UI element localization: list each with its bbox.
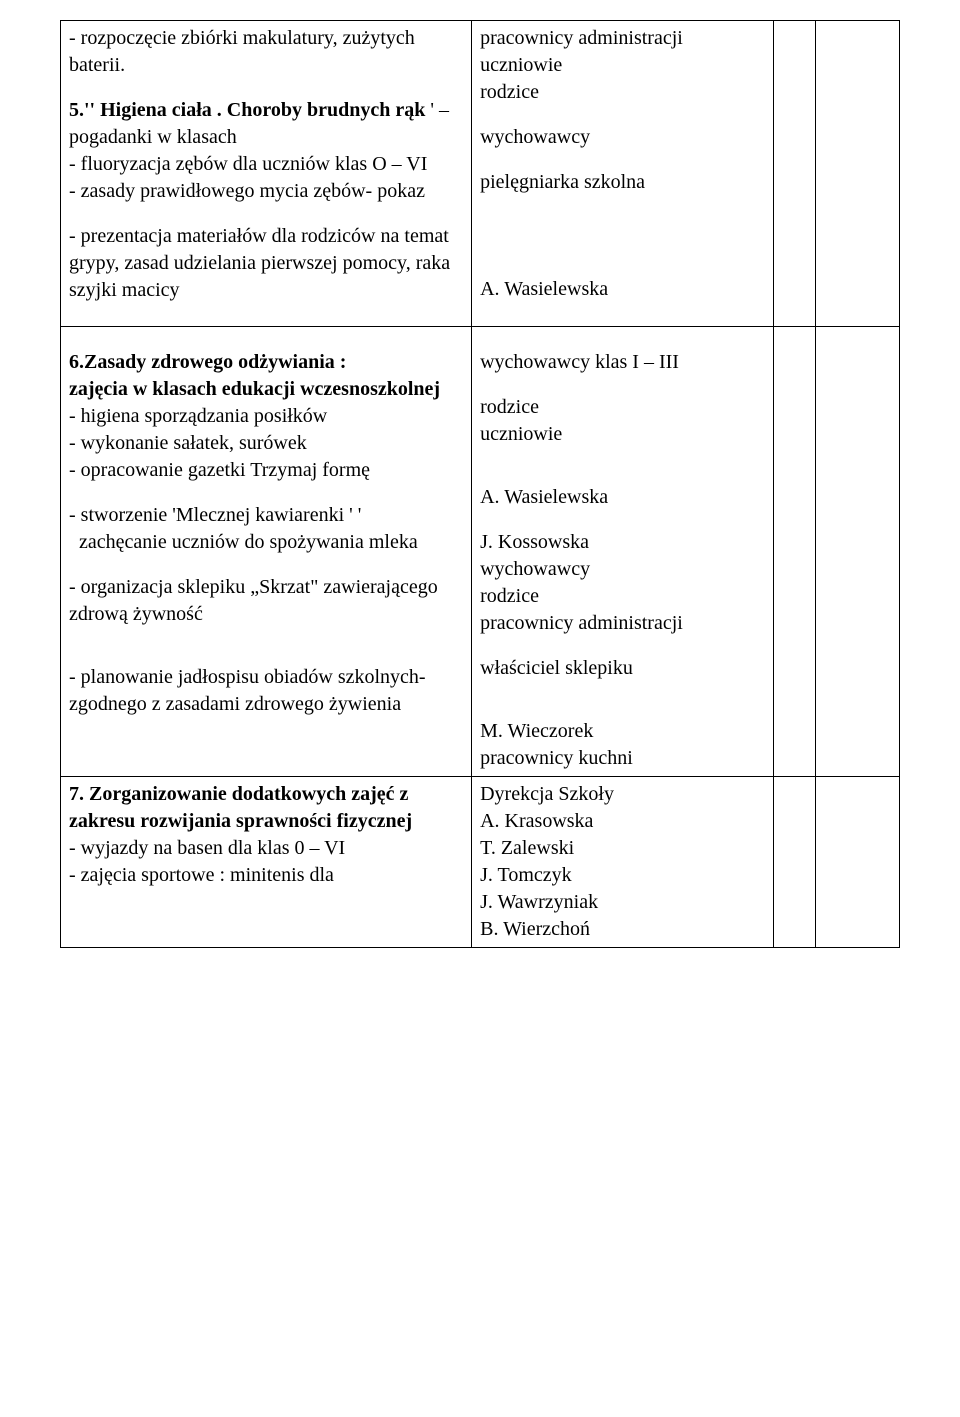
line: J. Tomczyk bbox=[480, 862, 765, 889]
line: wychowawcy bbox=[480, 124, 765, 151]
spacer bbox=[480, 700, 765, 718]
line: - zajęcia sportowe : minitenis dla bbox=[69, 862, 463, 889]
cell-blank bbox=[774, 327, 816, 777]
line: - opracowanie gazetki Trzymaj formę bbox=[69, 457, 463, 484]
table-row: - rozpoczęcie zbiórki makulatury, zużyty… bbox=[61, 21, 900, 327]
line: M. Wieczorek bbox=[480, 718, 765, 745]
line: B. Wierzchoń bbox=[480, 916, 765, 943]
line: wychowawcy klas I – III bbox=[480, 349, 765, 376]
cell-right-3: Dyrekcja Szkoły A. Krasowska T. Zalewski… bbox=[472, 777, 774, 948]
line: A. Wasielewska bbox=[480, 484, 765, 511]
cell-blank bbox=[816, 21, 900, 327]
spacer bbox=[480, 448, 765, 466]
line: - planowanie jadłospisu obiadów szkolnyc… bbox=[69, 664, 463, 718]
spacer bbox=[480, 196, 765, 236]
line: rodzice bbox=[480, 79, 765, 106]
spacer bbox=[480, 466, 765, 484]
line: rodzice bbox=[480, 394, 765, 421]
spacer bbox=[480, 637, 765, 655]
line: zajęcia w klasach edukacji wczesnoszkoln… bbox=[69, 376, 463, 403]
table-row: 7. Zorganizowanie dodatkowych zajęć z za… bbox=[61, 777, 900, 948]
line: T. Zalewski bbox=[480, 835, 765, 862]
line: Dyrekcja Szkoły bbox=[480, 781, 765, 808]
line: - organizacja sklepiku „Skrzat" zawieraj… bbox=[69, 574, 463, 628]
line: - zasady prawidłowego mycia zębów- pokaz bbox=[69, 178, 463, 205]
spacer bbox=[480, 106, 765, 124]
line: J. Wawrzyniak bbox=[480, 889, 765, 916]
cell-blank bbox=[774, 777, 816, 948]
spacer bbox=[480, 236, 765, 276]
spacer bbox=[480, 331, 765, 349]
spacer bbox=[480, 511, 765, 529]
line: A. Krasowska bbox=[480, 808, 765, 835]
line: - higiena sporządzania posiłków bbox=[69, 403, 463, 430]
line: pracownicy administracji bbox=[480, 25, 765, 52]
spacer bbox=[69, 79, 463, 97]
line: 5.'' Higiena ciała . Choroby brudnych rą… bbox=[69, 97, 463, 151]
line: 6.Zasady zdrowego odżywiania : bbox=[69, 349, 463, 376]
spacer bbox=[69, 484, 463, 502]
line: - wykonanie sałatek, surówek bbox=[69, 430, 463, 457]
cell-right-2: wychowawcy klas I – III rodzice uczniowi… bbox=[472, 327, 774, 777]
line: - fluoryzacja zębów dla uczniów klas O –… bbox=[69, 151, 463, 178]
spacer bbox=[69, 628, 463, 646]
spacer bbox=[480, 682, 765, 700]
spacer bbox=[480, 151, 765, 169]
cell-right-1: pracownicy administracji uczniowie rodzi… bbox=[472, 21, 774, 327]
table-row: 6.Zasady zdrowego odżywiania : zajęcia w… bbox=[61, 327, 900, 777]
spacer bbox=[69, 556, 463, 574]
cell-blank bbox=[816, 327, 900, 777]
cell-left-2: 6.Zasady zdrowego odżywiania : zajęcia w… bbox=[61, 327, 472, 777]
line: pracownicy administracji bbox=[480, 610, 765, 637]
spacer bbox=[69, 646, 463, 664]
line: właściciel sklepiku bbox=[480, 655, 765, 682]
line: - wyjazdy na basen dla klas 0 – VI bbox=[69, 835, 463, 862]
line: uczniowie bbox=[480, 421, 765, 448]
line: rodzice bbox=[480, 583, 765, 610]
line: - rozpoczęcie zbiórki makulatury, zużyty… bbox=[69, 25, 463, 79]
spacer bbox=[69, 205, 463, 223]
spacer bbox=[69, 331, 463, 349]
line: uczniowie bbox=[480, 52, 765, 79]
cell-left-3: 7. Zorganizowanie dodatkowych zajęć z za… bbox=[61, 777, 472, 948]
line: zachęcanie uczniów do spożywania mleka bbox=[69, 529, 463, 556]
document-table: - rozpoczęcie zbiórki makulatury, zużyty… bbox=[60, 20, 900, 948]
line: wychowawcy bbox=[480, 556, 765, 583]
spacer bbox=[69, 304, 463, 322]
cell-blank bbox=[816, 777, 900, 948]
line: pielęgniarka szkolna bbox=[480, 169, 765, 196]
line: pracownicy kuchni bbox=[480, 745, 765, 772]
line: J. Kossowska bbox=[480, 529, 765, 556]
cell-left-1: - rozpoczęcie zbiórki makulatury, zużyty… bbox=[61, 21, 472, 327]
line: - prezentacja materiałów dla rodziców na… bbox=[69, 223, 463, 304]
spacer bbox=[480, 376, 765, 394]
line: - stworzenie 'Mlecznej kawiarenki ' ' bbox=[69, 502, 463, 529]
line: A. Wasielewska bbox=[480, 276, 765, 303]
line: 7. Zorganizowanie dodatkowych zajęć z za… bbox=[69, 781, 463, 835]
cell-blank bbox=[774, 21, 816, 327]
